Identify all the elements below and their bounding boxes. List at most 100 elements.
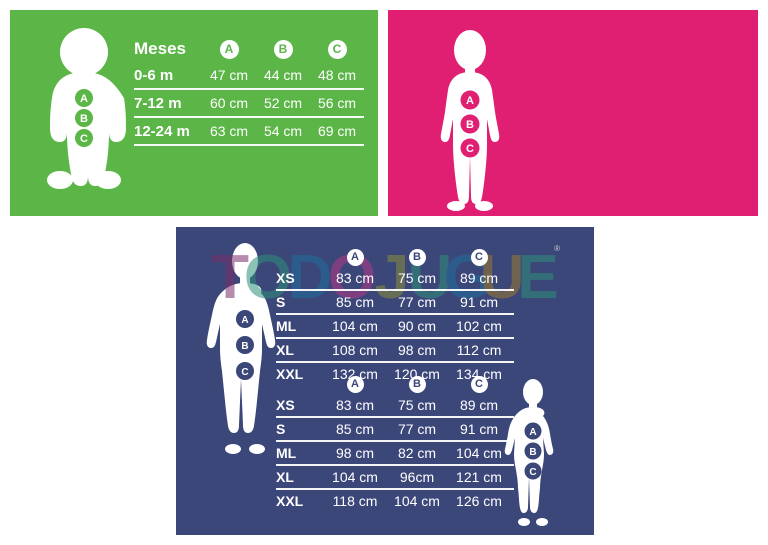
cell-b: 98 cm — [397, 342, 437, 358]
point-c-badge: C — [470, 375, 488, 393]
adult-size-panel: A B C A B C — [176, 227, 594, 535]
cell-a: 132 cm — [332, 366, 378, 382]
row-divider — [276, 440, 514, 442]
cell-b: 82 cm — [397, 445, 437, 461]
svg-text:C: C — [80, 133, 88, 145]
cell-a: 83 cm — [335, 270, 375, 286]
point-b-badge: B — [273, 39, 293, 59]
cell-a: 85 cm — [335, 294, 375, 310]
column-header-a: A — [324, 247, 386, 266]
point-a-badge: A — [219, 39, 239, 59]
table-header-row: A B C — [276, 372, 514, 394]
cell-a: 60 cm — [209, 95, 249, 111]
cell-c: 48 cm — [317, 67, 357, 83]
baby-figure: A B C — [36, 28, 132, 198]
kids-size-panel: A B C Años A B C 3-4 66 cm 58 cm 71 cm — [388, 10, 758, 216]
cell-b: 96cm — [399, 469, 435, 485]
cell-c: 104 cm — [456, 445, 502, 461]
cell-b: 44 cm — [263, 67, 303, 83]
table-row: XXL 132 cm 120 cm 134 cm — [276, 363, 514, 385]
table-row: XL 108 cm 98 cm 112 cm — [276, 339, 514, 361]
table-row: 7-12 m 60 cm 52 cm 56 cm — [134, 90, 364, 116]
row-label: XL — [276, 342, 294, 358]
point-b-badge: B — [408, 248, 426, 266]
row-label: XS — [276, 270, 295, 286]
column-header-c: C — [448, 247, 510, 266]
male-figure: A B C — [202, 241, 288, 456]
cell-c: 69 cm — [317, 123, 357, 139]
cell-a: 63 cm — [209, 123, 249, 139]
row-divider — [134, 116, 364, 118]
svg-text:A: A — [80, 93, 88, 105]
row-label: ML — [276, 318, 297, 334]
table-header-row: Meses A B C — [134, 36, 364, 62]
cell-c: 102 cm — [456, 318, 502, 334]
row-divider — [276, 416, 514, 418]
row-label: XXL — [276, 493, 304, 509]
row-label: XL — [276, 469, 294, 485]
row-label: XS — [276, 397, 295, 413]
female-figure: A B C — [494, 379, 572, 527]
table-row: XS 83 cm 75 cm 89 cm — [276, 267, 514, 289]
row-label: S — [276, 294, 286, 310]
cell-b: 120 cm — [394, 366, 440, 382]
cell-c: 91 cm — [459, 421, 499, 437]
table-row: ML 98 cm 82 cm 104 cm — [276, 442, 514, 464]
row-divider — [276, 337, 514, 339]
row-divider — [276, 313, 514, 315]
table-row: XXL 118 cm 104 cm 126 cm — [276, 490, 514, 512]
row-divider — [276, 488, 514, 490]
table-row: S 85 cm 77 cm 91 cm — [276, 291, 514, 313]
baby-size-table: Meses A B C 0-6 m 47 cm 44 cm 48 cm 7-12… — [134, 36, 364, 146]
row-label: XXL — [276, 366, 304, 382]
row-label: S — [276, 421, 286, 437]
cell-b: 54 cm — [263, 123, 303, 139]
cell-c: 91 cm — [459, 294, 499, 310]
row-divider — [276, 361, 514, 363]
column-header-c: C — [310, 39, 364, 59]
point-b-badge: B — [408, 375, 426, 393]
svg-text:C: C — [529, 467, 536, 478]
row-label: 12-24 m — [134, 122, 190, 140]
table-row: S 85 cm 77 cm 91 cm — [276, 418, 514, 440]
point-c-badge: C — [470, 248, 488, 266]
cell-b: 77 cm — [397, 294, 437, 310]
women-size-table: A B C XS 83 cm 75 cm 89 cm S 85 cm 77 cm… — [276, 372, 514, 512]
cell-b: 52 cm — [263, 95, 303, 111]
table-row: 12-24 m 63 cm 54 cm 69 cm — [134, 118, 364, 144]
cell-c: 89 cm — [459, 397, 499, 413]
row-divider — [276, 464, 514, 466]
column-header-b: B — [386, 374, 448, 393]
cell-b: 77 cm — [397, 421, 437, 437]
men-size-table: A B C XS 83 cm 75 cm 89 cm S 85 cm 77 cm… — [276, 245, 514, 385]
svg-text:C: C — [241, 367, 248, 378]
table-header-row: A B C — [276, 245, 514, 267]
svg-text:B: B — [80, 113, 88, 125]
cell-c: 112 cm — [456, 342, 502, 358]
svg-text:B: B — [241, 341, 248, 352]
point-c-badge: C — [327, 39, 347, 59]
cell-a: 98 cm — [335, 445, 375, 461]
table-row: 0-6 m 47 cm 44 cm 48 cm — [134, 62, 364, 88]
svg-text:A: A — [241, 315, 248, 326]
row-divider — [134, 88, 364, 90]
svg-text:A: A — [466, 95, 474, 107]
table-row: XS 83 cm 75 cm 89 cm — [276, 394, 514, 416]
row-divider — [134, 144, 364, 146]
unit-header: Meses — [134, 39, 186, 58]
column-header-a: A — [202, 39, 256, 59]
child-figure: A B C — [424, 28, 516, 213]
svg-text:A: A — [529, 427, 536, 438]
cell-a: 47 cm — [209, 67, 249, 83]
point-a-badge: A — [346, 248, 364, 266]
cell-a: 104 cm — [332, 469, 378, 485]
cell-a: 108 cm — [332, 342, 378, 358]
svg-text:B: B — [529, 447, 536, 458]
cell-b: 75 cm — [397, 270, 437, 286]
column-header-b: B — [386, 247, 448, 266]
cell-c: 134 cm — [456, 366, 502, 382]
svg-text:B: B — [466, 119, 474, 131]
cell-c: 121 cm — [456, 469, 502, 485]
cell-b: 104 cm — [394, 493, 440, 509]
cell-c: 56 cm — [317, 95, 357, 111]
